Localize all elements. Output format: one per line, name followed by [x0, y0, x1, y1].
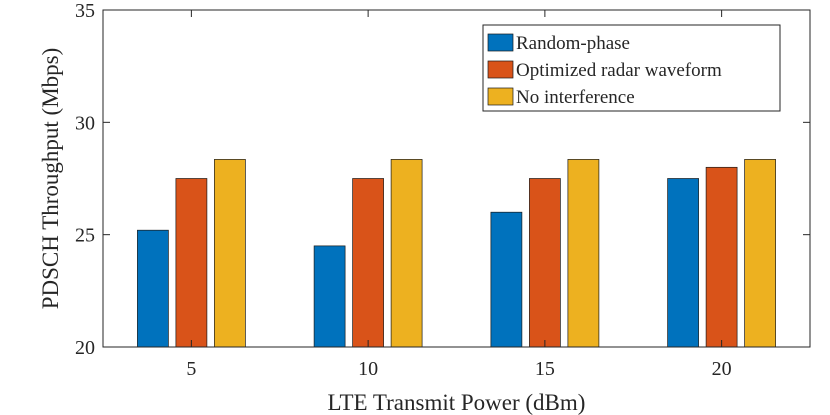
x-axis-title: LTE Transmit Power (dBm): [328, 390, 586, 415]
legend-swatch-optimized-radar-waveform: [487, 60, 514, 79]
bars-layer: [137, 159, 776, 348]
bar-random-phase-10: [313, 245, 346, 348]
ticks-layer: 5 10 15 20 20 25 30 35: [75, 0, 810, 380]
y-tick-label: 25: [75, 225, 95, 247]
legend: Random-phase Optimized radar waveform No i…: [482, 24, 781, 112]
legend-entry-label: No interference: [516, 87, 635, 108]
legend-box: [482, 24, 781, 112]
x-tick-label: 5: [186, 358, 196, 380]
y-axis-title: PDSCH Throughput (Mbps): [38, 48, 63, 310]
y-tick-label: 35: [75, 0, 95, 22]
x-tick-label: 20: [712, 358, 732, 380]
legend-entry-label: Optimized radar waveform: [516, 60, 722, 81]
y-tick-label: 20: [75, 337, 95, 359]
legend-swatch-no-interference: [487, 87, 514, 106]
legend-entry-label: Random-phase: [516, 33, 630, 54]
bar-no-interference-5: [214, 159, 246, 348]
bar-random-phase-20: [667, 178, 699, 348]
bar-optimized-radar-waveform-20: [705, 166, 738, 348]
plot-area-frame: [102, 9, 811, 348]
bar-optimized-radar-waveform-5: [175, 178, 208, 348]
bar-optimized-radar-waveform-15: [529, 178, 561, 348]
legend-swatch-random-phase: [487, 33, 514, 52]
x-tick-label: 15: [535, 358, 555, 380]
bar-no-interference-15: [567, 159, 600, 348]
bar-random-phase-5: [137, 229, 169, 348]
bar-no-interference-20: [744, 159, 776, 348]
bar-optimized-radar-waveform-10: [352, 178, 384, 348]
x-tick-label: 10: [358, 358, 378, 380]
bar-random-phase-15: [490, 211, 523, 348]
y-tick-label: 30: [75, 112, 95, 134]
bar-no-interference-10: [390, 159, 423, 348]
